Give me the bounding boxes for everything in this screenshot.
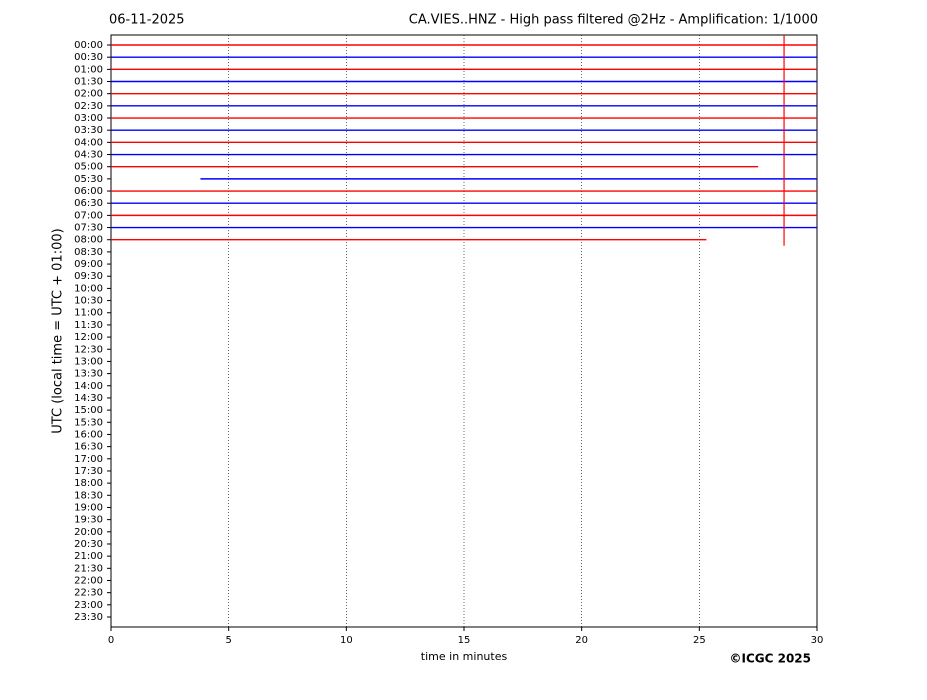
x-axis-label: time in minutes — [421, 650, 508, 663]
y-tick-label: 14:30 — [74, 393, 103, 404]
y-tick-label: 05:30 — [74, 174, 103, 185]
y-tick-label: 12:00 — [74, 332, 103, 343]
x-tick-label: 0 — [108, 635, 114, 646]
y-tick-label: 20:00 — [74, 527, 103, 538]
chart-title: CA.VIES..HNZ - High pass filtered @2Hz -… — [409, 13, 818, 28]
y-tick-label: 07:00 — [74, 210, 103, 221]
y-tick-label: 01:00 — [74, 64, 103, 75]
y-tick-label: 14:00 — [74, 381, 103, 392]
y-tick-label: 00:30 — [74, 52, 103, 63]
y-tick-label: 23:30 — [74, 612, 103, 623]
y-tick-label: 06:00 — [74, 186, 103, 197]
y-tick-label: 21:30 — [74, 563, 103, 574]
plot-frame — [110, 34, 818, 628]
y-tick-label: 10:00 — [74, 283, 103, 294]
y-tick-label: 11:00 — [74, 308, 103, 319]
y-tick-label: 02:00 — [74, 89, 103, 100]
y-tick-label: 06:30 — [74, 198, 103, 209]
y-tick-label: 19:30 — [74, 515, 103, 526]
y-tick-label: 16:30 — [74, 442, 103, 453]
y-tick-label: 02:30 — [74, 101, 103, 112]
x-tick-label: 25 — [693, 635, 706, 646]
y-tick-label: 15:30 — [74, 417, 103, 428]
y-tick-label: 07:30 — [74, 223, 103, 234]
x-tick-label: 30 — [811, 635, 824, 646]
y-tick-label: 18:30 — [74, 490, 103, 501]
y-tick-label: 18:00 — [74, 478, 103, 489]
x-tick-label: 5 — [225, 635, 231, 646]
y-tick-label: 10:30 — [74, 296, 103, 307]
y-tick-label: 13:00 — [74, 356, 103, 367]
y-tick-label: 03:30 — [74, 125, 103, 136]
y-tick-label: 21:00 — [74, 551, 103, 562]
y-tick-label: 22:30 — [74, 588, 103, 599]
y-tick-label: 20:30 — [74, 539, 103, 550]
y-tick-label: 04:30 — [74, 150, 103, 161]
y-tick-label: 15:00 — [74, 405, 103, 416]
x-tick-label: 15 — [458, 635, 471, 646]
y-tick-label: 09:30 — [74, 271, 103, 282]
y-tick-label: 11:30 — [74, 320, 103, 331]
y-tick-label: 17:00 — [74, 454, 103, 465]
y-tick-label: 01:30 — [74, 77, 103, 88]
x-tick-label: 20 — [575, 635, 588, 646]
y-tick-label: 00:00 — [74, 40, 103, 51]
y-tick-label: 08:30 — [74, 247, 103, 258]
y-tick-label: 19:00 — [74, 502, 103, 513]
y-tick-label: 13:30 — [74, 369, 103, 380]
credit: ©ICGC 2025 — [729, 652, 811, 666]
x-tick-label: 10 — [340, 635, 353, 646]
y-tick-label: 04:00 — [74, 137, 103, 148]
y-tick-label: 08:00 — [74, 235, 103, 246]
y-tick-label: 23:00 — [74, 600, 103, 611]
y-tick-label: 16:00 — [74, 429, 103, 440]
y-tick-label: 09:00 — [74, 259, 103, 270]
y-tick-label: 17:30 — [74, 466, 103, 477]
y-tick-label: 05:00 — [74, 162, 103, 173]
y-tick-label: 03:00 — [74, 113, 103, 124]
chart-date: 06-11-2025 — [109, 13, 185, 28]
y-tick-label: 12:30 — [74, 344, 103, 355]
y-tick-label: 22:00 — [74, 575, 103, 586]
y-axis-label: UTC (local time = UTC + 01:00) — [51, 228, 66, 433]
